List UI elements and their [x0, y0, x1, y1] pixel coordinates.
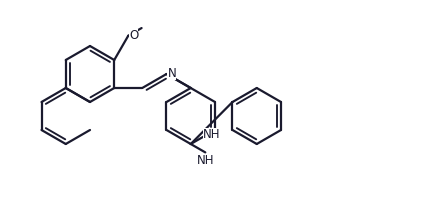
Text: NH: NH — [197, 154, 214, 167]
Text: NH: NH — [203, 128, 220, 141]
Text: N: N — [168, 66, 176, 80]
Text: O: O — [129, 29, 138, 42]
